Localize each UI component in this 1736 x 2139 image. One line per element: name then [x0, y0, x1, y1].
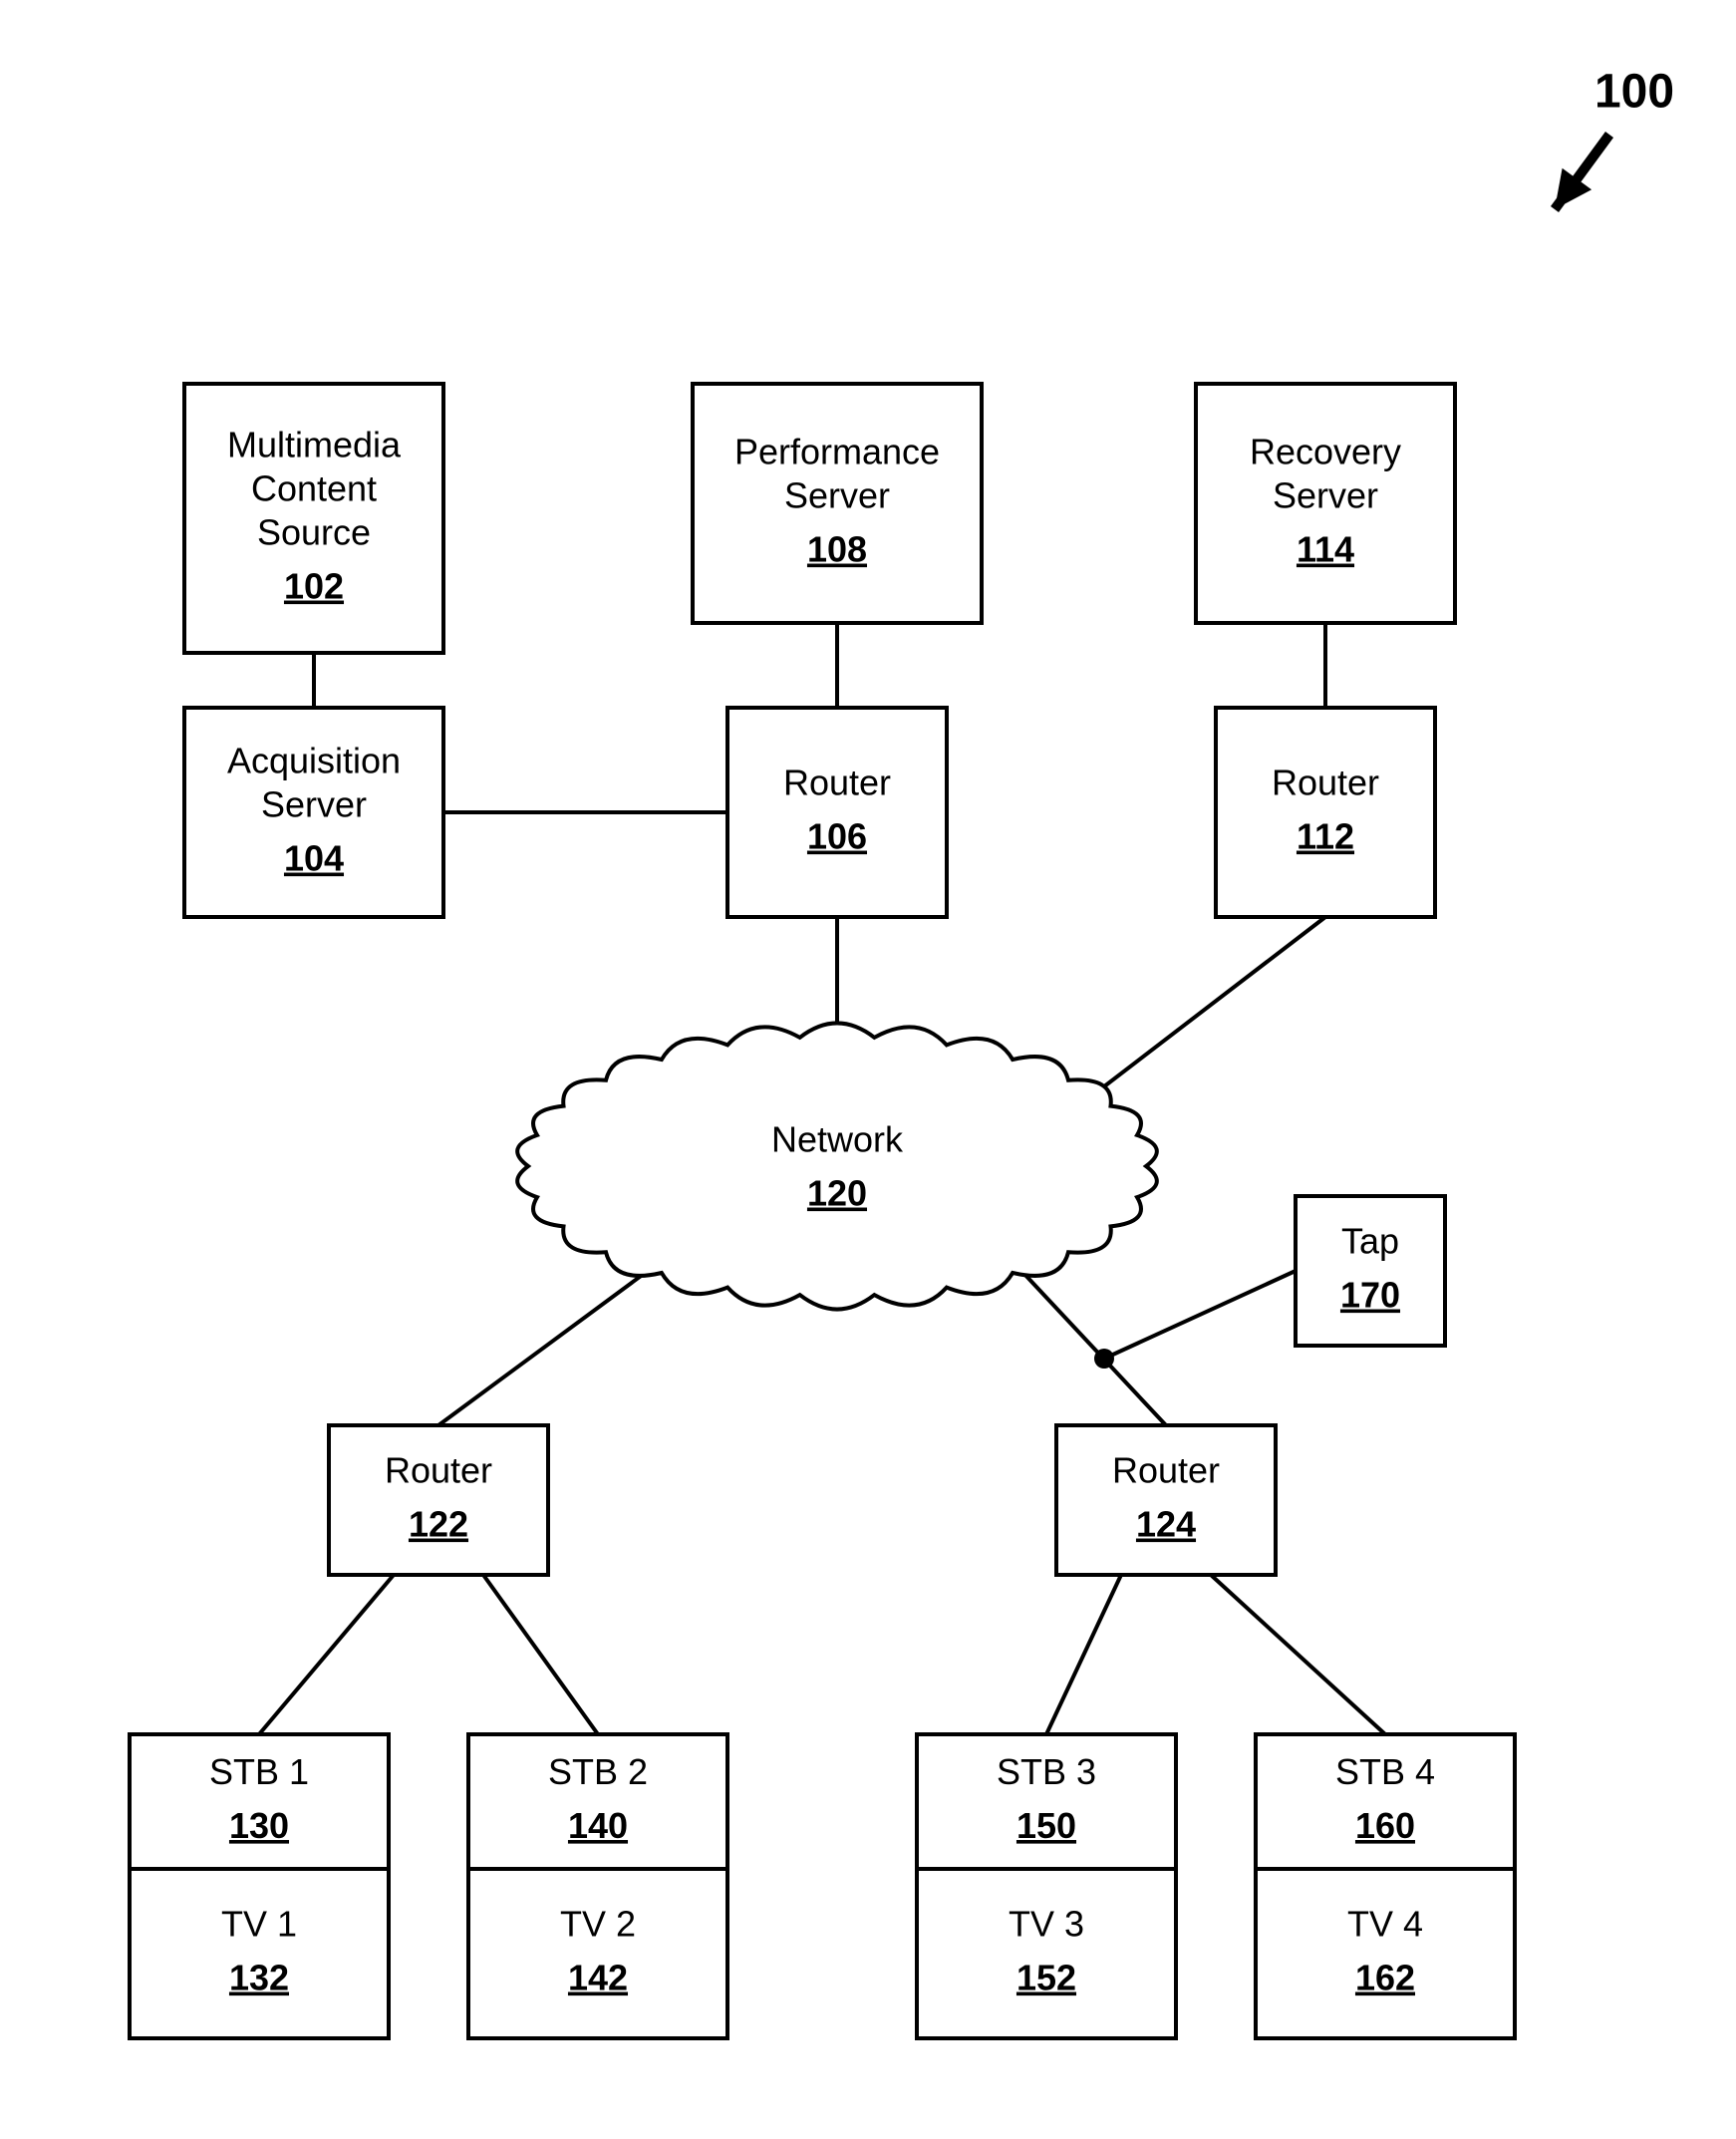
- tap-junction-dot: [1094, 1349, 1114, 1369]
- node-mcs: MultimediaContentSource 102: [184, 384, 443, 653]
- node-perf-label-1: Server: [784, 475, 890, 516]
- edge-r124_bl-stb3_top: [1046, 1575, 1121, 1734]
- node-acq-label-0: Acquisition: [227, 741, 401, 781]
- edge-r122_bl-stb1_top: [259, 1575, 394, 1734]
- edge-net_right2-r124_top: [1021, 1271, 1166, 1425]
- node-tap-number: 170: [1340, 1275, 1400, 1316]
- node-perf: PerformanceServer 108: [693, 384, 982, 623]
- node-r112-label-0: Router: [1272, 763, 1379, 803]
- node-stb4-number: 160: [1355, 1805, 1415, 1846]
- node-tv4-label-0: TV 4: [1347, 1904, 1423, 1945]
- node-net: Network 120: [517, 1023, 1157, 1309]
- node-net-number: 120: [807, 1173, 867, 1214]
- node-tv1-label-0: TV 1: [221, 1904, 297, 1945]
- node-stb2-number: 140: [568, 1805, 628, 1846]
- node-tap-label-0: Tap: [1341, 1221, 1399, 1262]
- node-stb3-number: 150: [1016, 1805, 1076, 1846]
- node-stb2-label-0: STB 2: [548, 1751, 648, 1792]
- node-r124-number: 124: [1136, 1504, 1196, 1545]
- diagram-canvas: MultimediaContentSource102PerformanceSer…: [0, 0, 1736, 2139]
- node-tv3-label-0: TV 3: [1009, 1904, 1084, 1945]
- node-recov-number: 114: [1297, 529, 1354, 570]
- node-recov-label-1: Server: [1273, 475, 1378, 516]
- edge-r112_bottom-net_right: [1091, 917, 1325, 1096]
- node-stb4-label-0: STB 4: [1335, 1751, 1435, 1792]
- node-stb2: STB 2 140: [468, 1734, 727, 1869]
- figure-ref-label: 100: [1594, 66, 1674, 119]
- node-acq-label-1: Server: [261, 784, 367, 825]
- node-tv4-number: 162: [1355, 1958, 1415, 1998]
- node-r122: Router 122: [329, 1425, 548, 1575]
- node-tv3: TV 3 152: [917, 1869, 1176, 2038]
- node-tv3-number: 152: [1016, 1958, 1076, 1998]
- edge-net_left-r122_top: [438, 1271, 648, 1425]
- node-r122-number: 122: [409, 1504, 468, 1545]
- edge-tap_left-line_dot: [1104, 1271, 1296, 1359]
- node-stb1-number: 130: [229, 1805, 289, 1846]
- node-acq-number: 104: [284, 838, 344, 879]
- node-acq: AcquisitionServer 104: [184, 708, 443, 917]
- node-tv1-number: 132: [229, 1958, 289, 1998]
- node-recov: RecoveryServer 114: [1196, 384, 1455, 623]
- node-stb3-label-0: STB 3: [997, 1751, 1096, 1792]
- node-r106: Router 106: [727, 708, 947, 917]
- node-mcs-label-2: Source: [257, 512, 371, 553]
- node-r124: Router 124: [1056, 1425, 1276, 1575]
- node-r124-label-0: Router: [1112, 1450, 1220, 1491]
- node-perf-number: 108: [807, 529, 867, 570]
- node-mcs-label-0: Multimedia: [227, 425, 402, 465]
- node-stb1-label-0: STB 1: [209, 1751, 309, 1792]
- edge-r122_br-stb2_top: [483, 1575, 598, 1734]
- node-tv1: TV 1 132: [130, 1869, 389, 2038]
- node-r112-number: 112: [1297, 816, 1354, 857]
- node-tv2-label-0: TV 2: [560, 1904, 636, 1945]
- node-stb4: STB 4 160: [1256, 1734, 1515, 1869]
- node-stb3: STB 3 150: [917, 1734, 1176, 1869]
- node-net-label-0: Network: [771, 1119, 904, 1160]
- node-recov-label-0: Recovery: [1250, 432, 1401, 472]
- node-r112: Router 112: [1216, 708, 1435, 917]
- node-perf-label-0: Performance: [734, 432, 940, 472]
- node-tv4: TV 4 162: [1256, 1869, 1515, 2038]
- edge-r124_br-stb4_top: [1211, 1575, 1385, 1734]
- node-r106-label-0: Router: [783, 763, 891, 803]
- node-mcs-number: 102: [284, 566, 344, 607]
- node-mcs-label-1: Content: [251, 468, 377, 509]
- node-tv2: TV 2 142: [468, 1869, 727, 2038]
- node-r106-number: 106: [807, 816, 867, 857]
- node-tv2-number: 142: [568, 1958, 628, 1998]
- node-stb1: STB 1 130: [130, 1734, 389, 1869]
- node-tap: Tap 170: [1296, 1196, 1445, 1346]
- node-r122-label-0: Router: [385, 1450, 492, 1491]
